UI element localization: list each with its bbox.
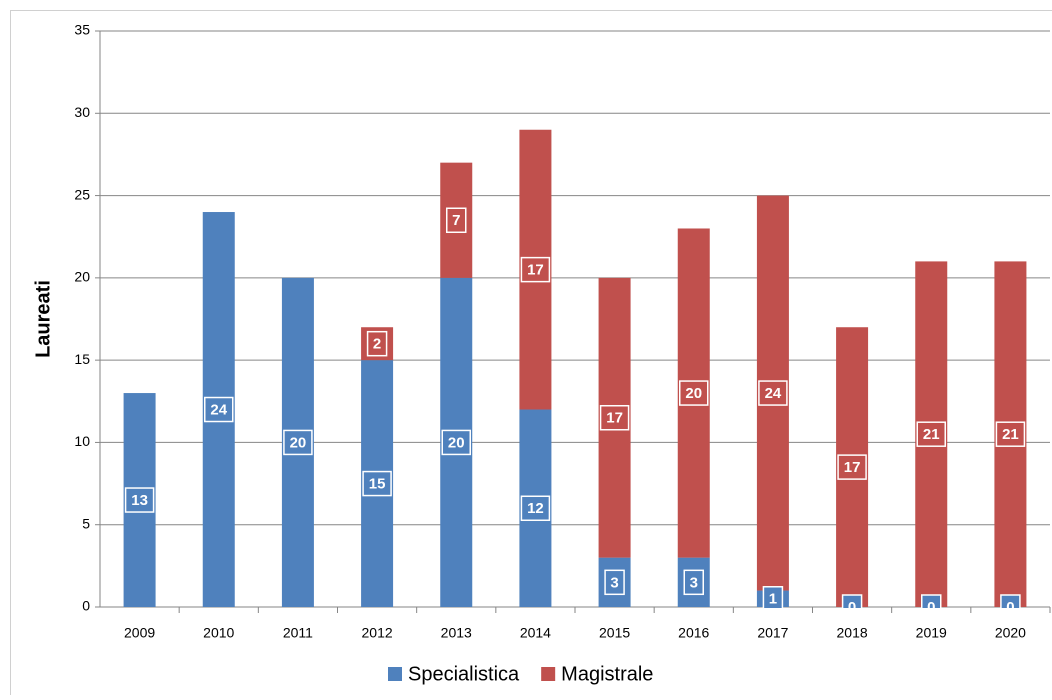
legend-label: Magistrale	[561, 663, 653, 685]
y-tick-label: 5	[82, 515, 90, 531]
data-label-box	[441, 429, 471, 456]
data-label: 13	[131, 492, 148, 509]
data-label: 20	[290, 434, 307, 451]
y-tick-label: 0	[82, 598, 90, 614]
data-label-box	[204, 396, 234, 423]
data-label-box	[762, 586, 784, 608]
data-label: 21	[923, 426, 940, 443]
data-label: 2	[373, 336, 381, 353]
y-tick-label: 30	[74, 104, 90, 120]
data-label: 0	[1006, 599, 1014, 616]
data-label: 20	[685, 385, 702, 402]
data-label: 24	[765, 385, 782, 402]
legend-swatch	[388, 667, 402, 681]
y-tick-label: 25	[74, 186, 90, 202]
data-label-box	[683, 569, 704, 596]
x-tick-label: 2015	[599, 625, 630, 641]
data-label-box	[283, 429, 313, 456]
data-label: 17	[606, 410, 623, 427]
y-tick-label: 15	[74, 351, 90, 367]
data-label-box	[1000, 594, 1021, 608]
x-tick-label: 2010	[203, 625, 234, 641]
data-label-box	[841, 594, 863, 608]
data-label: 21	[1002, 426, 1019, 443]
data-label-box	[362, 470, 392, 497]
x-tick-label: 2009	[124, 625, 155, 641]
x-tick-label: 2011	[283, 625, 313, 641]
data-label-box	[758, 380, 788, 406]
data-label-box	[446, 207, 467, 234]
x-tick-label: 2019	[916, 625, 947, 641]
plot: 13 24 20 15 2 20 7 12 17 3 17 3 20 1 24 0 17 0 21 0 21	[123, 129, 1027, 616]
data-label-box	[916, 421, 946, 447]
x-tick-label: 2018	[837, 625, 868, 641]
data-label-box	[124, 487, 155, 513]
data-label: 3	[690, 574, 698, 591]
y-tick-label: 20	[74, 269, 90, 285]
x-tick-label: 2017	[757, 625, 788, 641]
data-label-box	[679, 380, 709, 406]
data-label-box	[520, 256, 551, 283]
x-tick-label: 2020	[995, 625, 1026, 641]
x-tick-label: 2016	[678, 625, 709, 641]
data-label: 12	[527, 500, 544, 517]
x-tick-label: 2013	[441, 625, 472, 641]
data-label-box	[921, 594, 942, 608]
data-label: 24	[210, 401, 227, 418]
data-label: 1	[769, 591, 777, 608]
y-tick-label: 10	[74, 433, 90, 449]
x-tick-label: 2014	[520, 625, 551, 641]
data-label: 17	[844, 459, 861, 476]
data-label: 3	[610, 574, 618, 591]
data-label: 17	[527, 262, 544, 279]
data-label: 7	[452, 212, 460, 229]
data-label: 15	[369, 476, 386, 493]
data-label-box	[604, 569, 625, 596]
data-label-box	[520, 495, 551, 522]
legend-label: Specialistica	[408, 663, 520, 685]
data-label-box	[837, 454, 867, 480]
legend-swatch	[541, 667, 556, 681]
y-tick-label: 35	[74, 22, 90, 38]
data-label: 0	[927, 599, 935, 616]
data-label-box	[995, 421, 1026, 447]
y-axis-label: Laureati	[32, 280, 54, 358]
data-label-box	[599, 404, 630, 431]
x-tick-label: 2012	[362, 625, 393, 641]
data-label-box	[366, 330, 388, 357]
data-label: 20	[448, 434, 465, 451]
data-label: 0	[848, 599, 856, 616]
